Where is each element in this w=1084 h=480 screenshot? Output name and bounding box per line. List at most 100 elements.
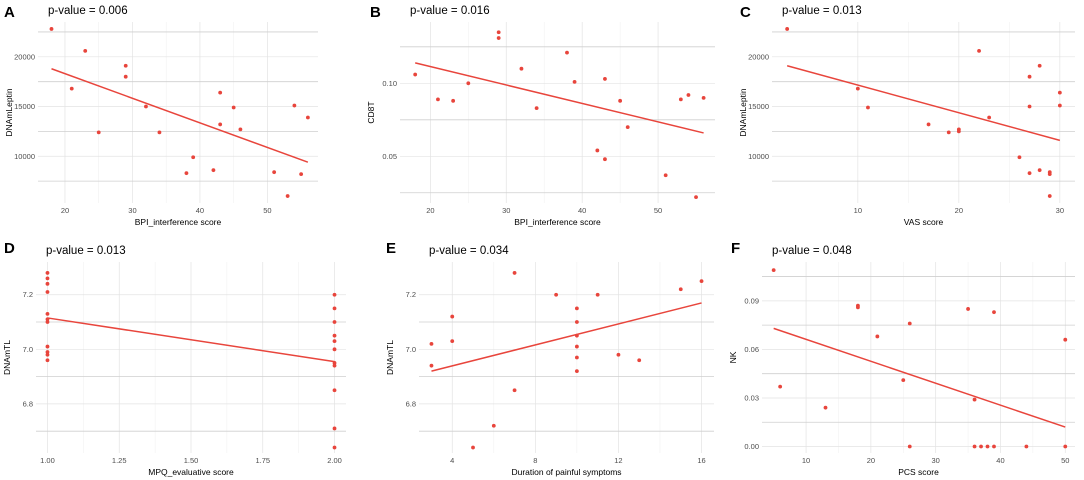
data-point [211, 168, 216, 173]
data-point [572, 79, 577, 84]
data-point [603, 157, 607, 162]
data-point [191, 155, 196, 160]
data-point [534, 106, 539, 111]
data-point [436, 97, 440, 102]
data-point [231, 105, 236, 110]
data-point [123, 63, 128, 68]
panel-letter: A [4, 4, 15, 21]
data-point [512, 388, 517, 393]
y-tick-label: 0.03 [744, 393, 759, 402]
data-point [701, 96, 706, 100]
y-tick-label: 10000 [14, 152, 35, 161]
data-point [496, 36, 501, 40]
data-point [574, 355, 579, 360]
data-point [574, 306, 579, 311]
p-value-title: p-value = 0.048 [772, 245, 852, 257]
regression-line [431, 302, 702, 372]
x-tick-label: 1.00 [40, 456, 55, 465]
data-point [466, 81, 471, 86]
x-axis-label: MPQ_evaluative score [148, 467, 234, 477]
data-point [1027, 74, 1032, 79]
data-point [238, 127, 243, 132]
y-tick-label: 7.0 [406, 345, 416, 354]
data-point [157, 130, 162, 135]
x-tick-label: 30 [932, 456, 940, 465]
y-tick-label: 20000 [748, 52, 769, 61]
data-point [491, 423, 496, 428]
x-tick-label: 20 [867, 456, 875, 465]
data-point [332, 320, 337, 324]
data-point [616, 352, 621, 357]
data-point [625, 125, 630, 129]
data-point [519, 66, 524, 71]
data-point [45, 358, 50, 363]
data-point [83, 48, 88, 53]
p-value-title: p-value = 0.013 [46, 245, 126, 257]
data-point [1037, 63, 1042, 68]
data-point [678, 287, 683, 292]
data-point [985, 444, 990, 449]
y-tick-label: 7.2 [23, 290, 33, 299]
data-point [272, 170, 277, 175]
data-point [292, 103, 297, 108]
data-point [413, 72, 418, 77]
p-value-title: p-value = 0.006 [48, 5, 128, 17]
data-point [875, 334, 880, 339]
y-tick-label: 15000 [14, 102, 35, 111]
data-point [123, 74, 128, 79]
data-point [637, 358, 642, 363]
x-tick-label: 40 [578, 206, 586, 215]
y-tick-label: 20000 [14, 52, 35, 61]
data-point [45, 271, 50, 275]
p-value-title: p-value = 0.034 [429, 245, 509, 257]
data-point [992, 444, 996, 449]
panel-letter: C [740, 4, 751, 21]
data-point [1027, 104, 1032, 109]
data-point [450, 314, 455, 319]
data-point [332, 339, 337, 344]
data-point [966, 307, 970, 311]
data-point [956, 129, 961, 134]
data-point [1057, 90, 1062, 95]
x-tick-label: 30 [1056, 206, 1064, 215]
data-point [471, 445, 475, 450]
x-tick-label: 16 [697, 456, 705, 465]
x-tick-label: 1.50 [184, 456, 199, 465]
data-point [218, 90, 223, 95]
y-tick-label: 7.2 [406, 290, 416, 299]
regression-line [773, 327, 1066, 428]
data-point [554, 292, 559, 297]
data-point [1047, 194, 1052, 198]
data-point [979, 444, 983, 449]
data-point [595, 148, 600, 153]
regression-line [786, 65, 1061, 142]
regression-line [51, 68, 309, 163]
panel-letter: B [370, 4, 381, 21]
data-point [332, 333, 337, 338]
data-point [450, 339, 455, 344]
data-point [144, 104, 148, 109]
data-point [972, 444, 977, 449]
x-tick-label: 20 [61, 206, 69, 215]
data-point [69, 86, 74, 91]
x-tick-label: 30 [502, 206, 510, 215]
y-tick-label: 7.0 [23, 345, 33, 354]
x-tick-label: 12 [614, 456, 622, 465]
data-point [429, 363, 434, 368]
panel-letter: F [731, 240, 740, 257]
regression-line [415, 62, 704, 134]
data-point [332, 426, 337, 431]
y-axis-label: NK [728, 351, 738, 363]
data-point [574, 344, 579, 349]
data-point [771, 268, 776, 272]
x-tick-label: 10 [854, 206, 862, 215]
x-axis-label: BPI_interference score [135, 217, 222, 227]
data-point [332, 292, 337, 297]
data-point [1024, 444, 1029, 449]
x-tick-label: 1.75 [255, 456, 270, 465]
